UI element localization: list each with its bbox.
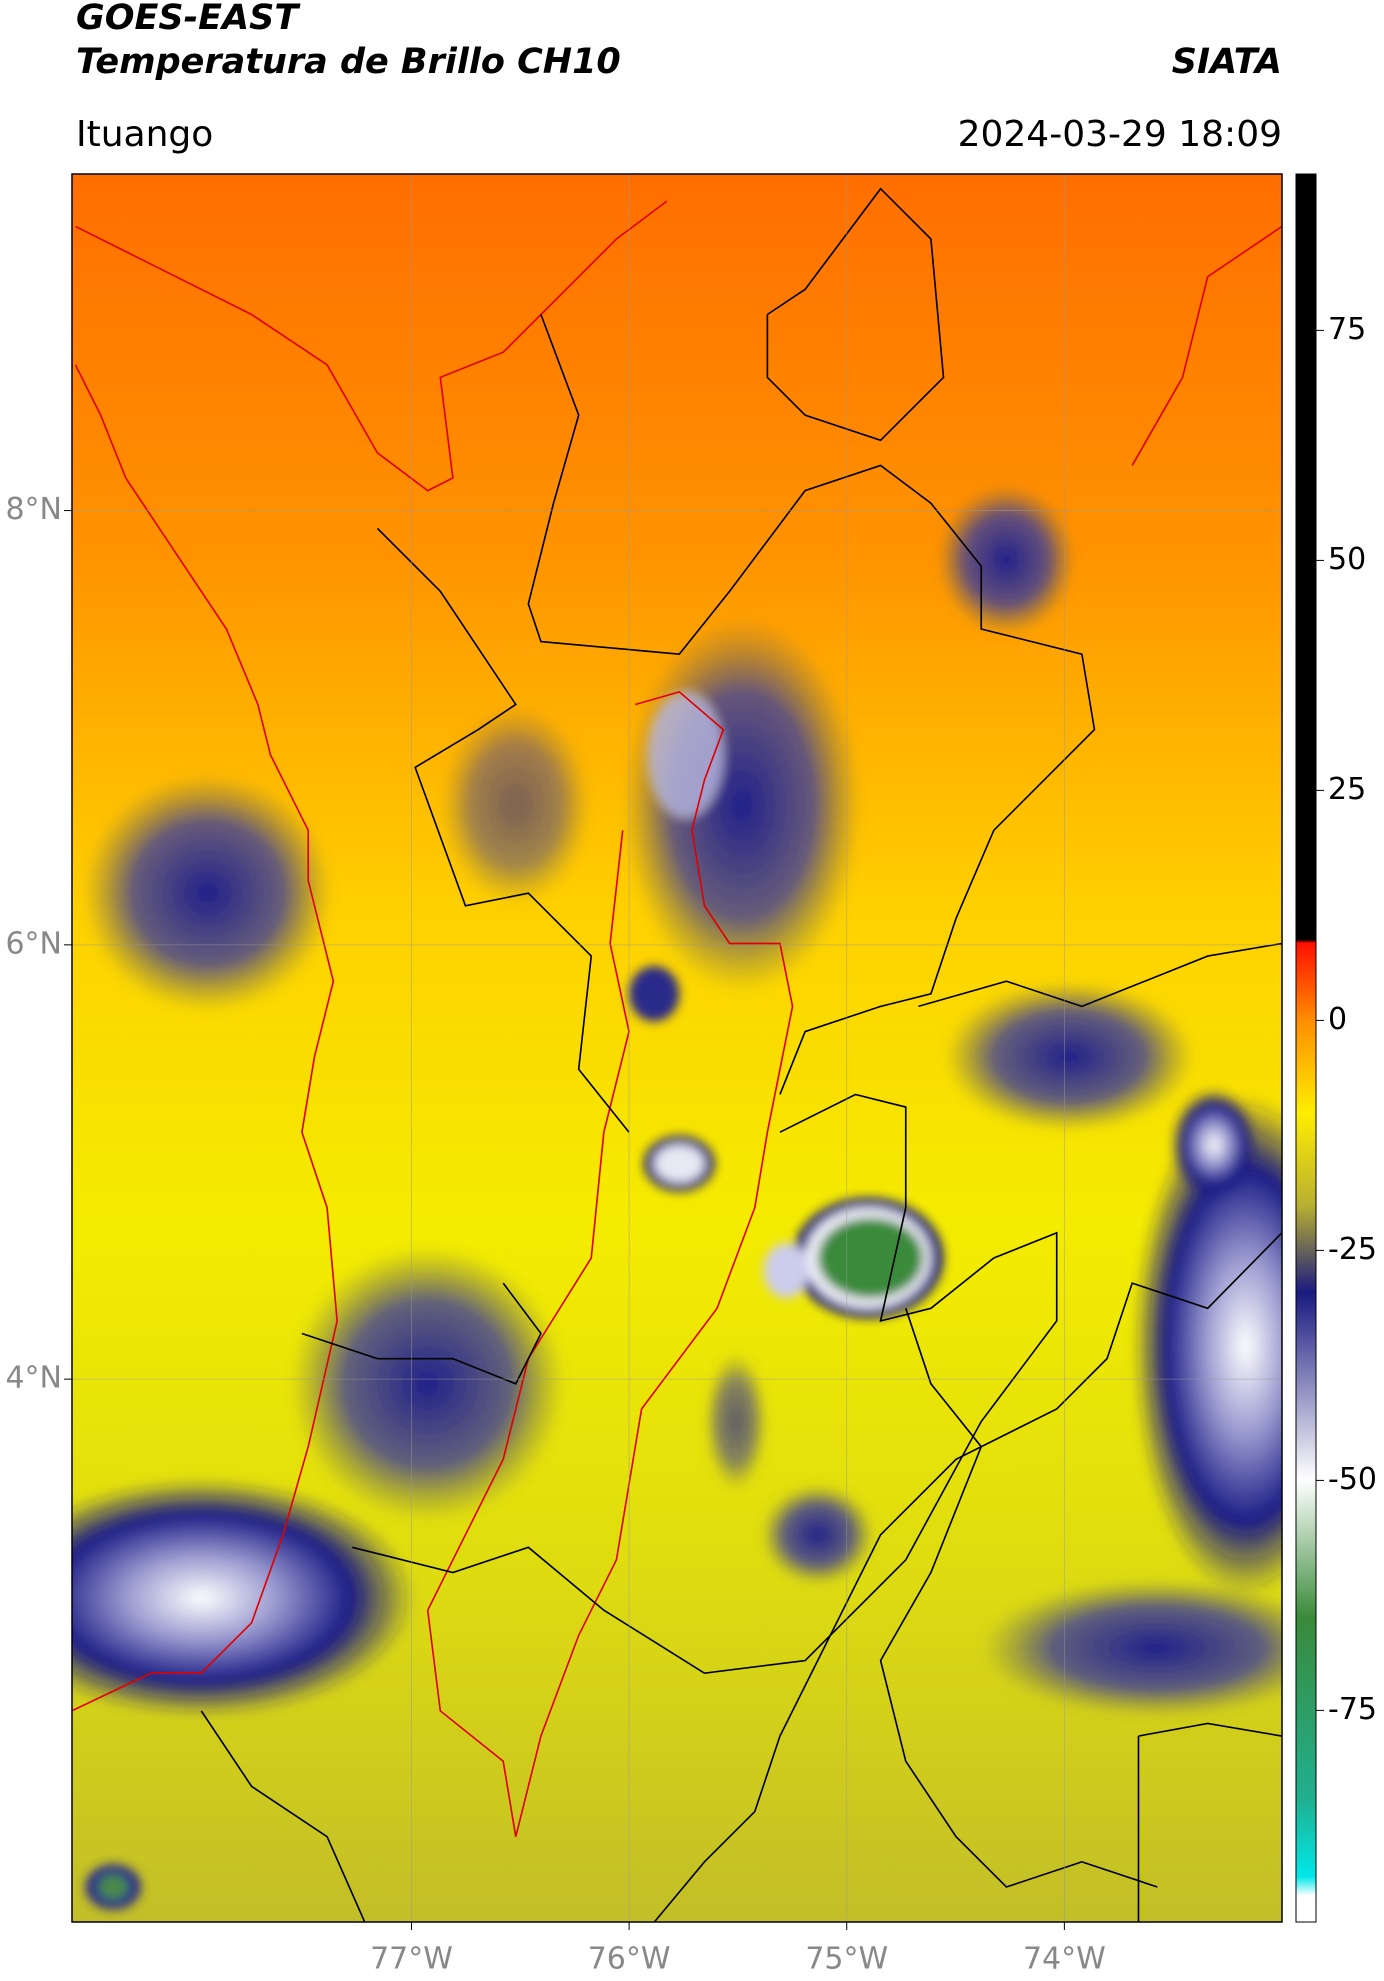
source: SIATA	[1172, 42, 1282, 82]
x-tick-label: 76°W	[588, 1942, 671, 1977]
colorbar-tick-label: -50	[1328, 1462, 1377, 1497]
x-tick-label: 75°W	[805, 1942, 888, 1977]
colorbar-tick-label: 25	[1328, 772, 1366, 807]
y-tick-label: 8°N	[5, 492, 62, 527]
subtitle: Temperatura de Brillo CH10	[76, 42, 621, 82]
title: GOES-EAST	[76, 0, 301, 38]
colorbar-tick-label: -25	[1328, 1232, 1377, 1267]
y-tick-label: 6°N	[5, 926, 62, 961]
colorbar-tick-label: 50	[1328, 542, 1366, 577]
timestamp: 2024-03-29 18:09	[958, 114, 1282, 155]
x-tick-label: 77°W	[370, 1942, 453, 1977]
colorbar-tick-label: -75	[1328, 1692, 1377, 1727]
x-tick-label: 74°W	[1023, 1942, 1106, 1977]
location: Ituango	[76, 114, 213, 155]
map-frame	[71, 173, 1283, 1923]
colorbar-tick-label: 0	[1328, 1002, 1347, 1037]
colorbar-tick-label: 75	[1328, 312, 1366, 347]
map-image	[72, 174, 1282, 1922]
grid	[72, 174, 1282, 1922]
colorbar	[1295, 173, 1317, 1923]
y-tick-label: 4°N	[5, 1361, 62, 1396]
